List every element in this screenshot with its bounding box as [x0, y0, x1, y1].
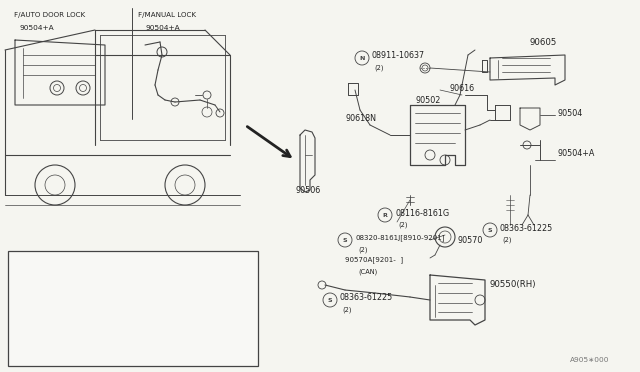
Text: 90504: 90504 [558, 109, 583, 118]
Text: 90504+A: 90504+A [145, 25, 180, 31]
Text: F/AUTO DOOR LOCK: F/AUTO DOOR LOCK [14, 12, 85, 18]
Text: (2): (2) [398, 222, 408, 228]
Text: 90504+A: 90504+A [558, 148, 595, 157]
Text: (CAN): (CAN) [358, 269, 377, 275]
Text: (2): (2) [342, 307, 351, 313]
Text: 08363-61225: 08363-61225 [340, 294, 393, 302]
Text: R: R [383, 212, 387, 218]
Text: 08320-8161J[8910-9201]: 08320-8161J[8910-9201] [355, 235, 445, 241]
Text: A905∗000: A905∗000 [570, 357, 609, 363]
Text: 08116-8161G: 08116-8161G [396, 208, 450, 218]
Text: 90570A[9201-  ]: 90570A[9201- ] [345, 257, 403, 263]
Text: 90550(RH): 90550(RH) [490, 280, 536, 289]
Bar [8, 251, 258, 366]
Text: 90570: 90570 [458, 235, 483, 244]
Text: S: S [488, 228, 492, 232]
Text: 90616: 90616 [450, 83, 475, 93]
Text: 08363-61225: 08363-61225 [500, 224, 553, 232]
Text: 90502: 90502 [415, 96, 440, 105]
Text: (2): (2) [358, 247, 367, 253]
Text: 90618N: 90618N [345, 113, 376, 122]
Text: F/MANUAL LOCK: F/MANUAL LOCK [138, 12, 196, 18]
Text: 90605: 90605 [530, 38, 557, 46]
Text: S: S [342, 237, 348, 243]
Text: (2): (2) [502, 237, 511, 243]
Text: (2): (2) [374, 65, 383, 71]
Text: S: S [328, 298, 332, 302]
Text: 90506: 90506 [295, 186, 320, 195]
Text: 08911-10637: 08911-10637 [372, 51, 425, 60]
Text: N: N [359, 55, 365, 61]
Text: 90504+A: 90504+A [20, 25, 54, 31]
